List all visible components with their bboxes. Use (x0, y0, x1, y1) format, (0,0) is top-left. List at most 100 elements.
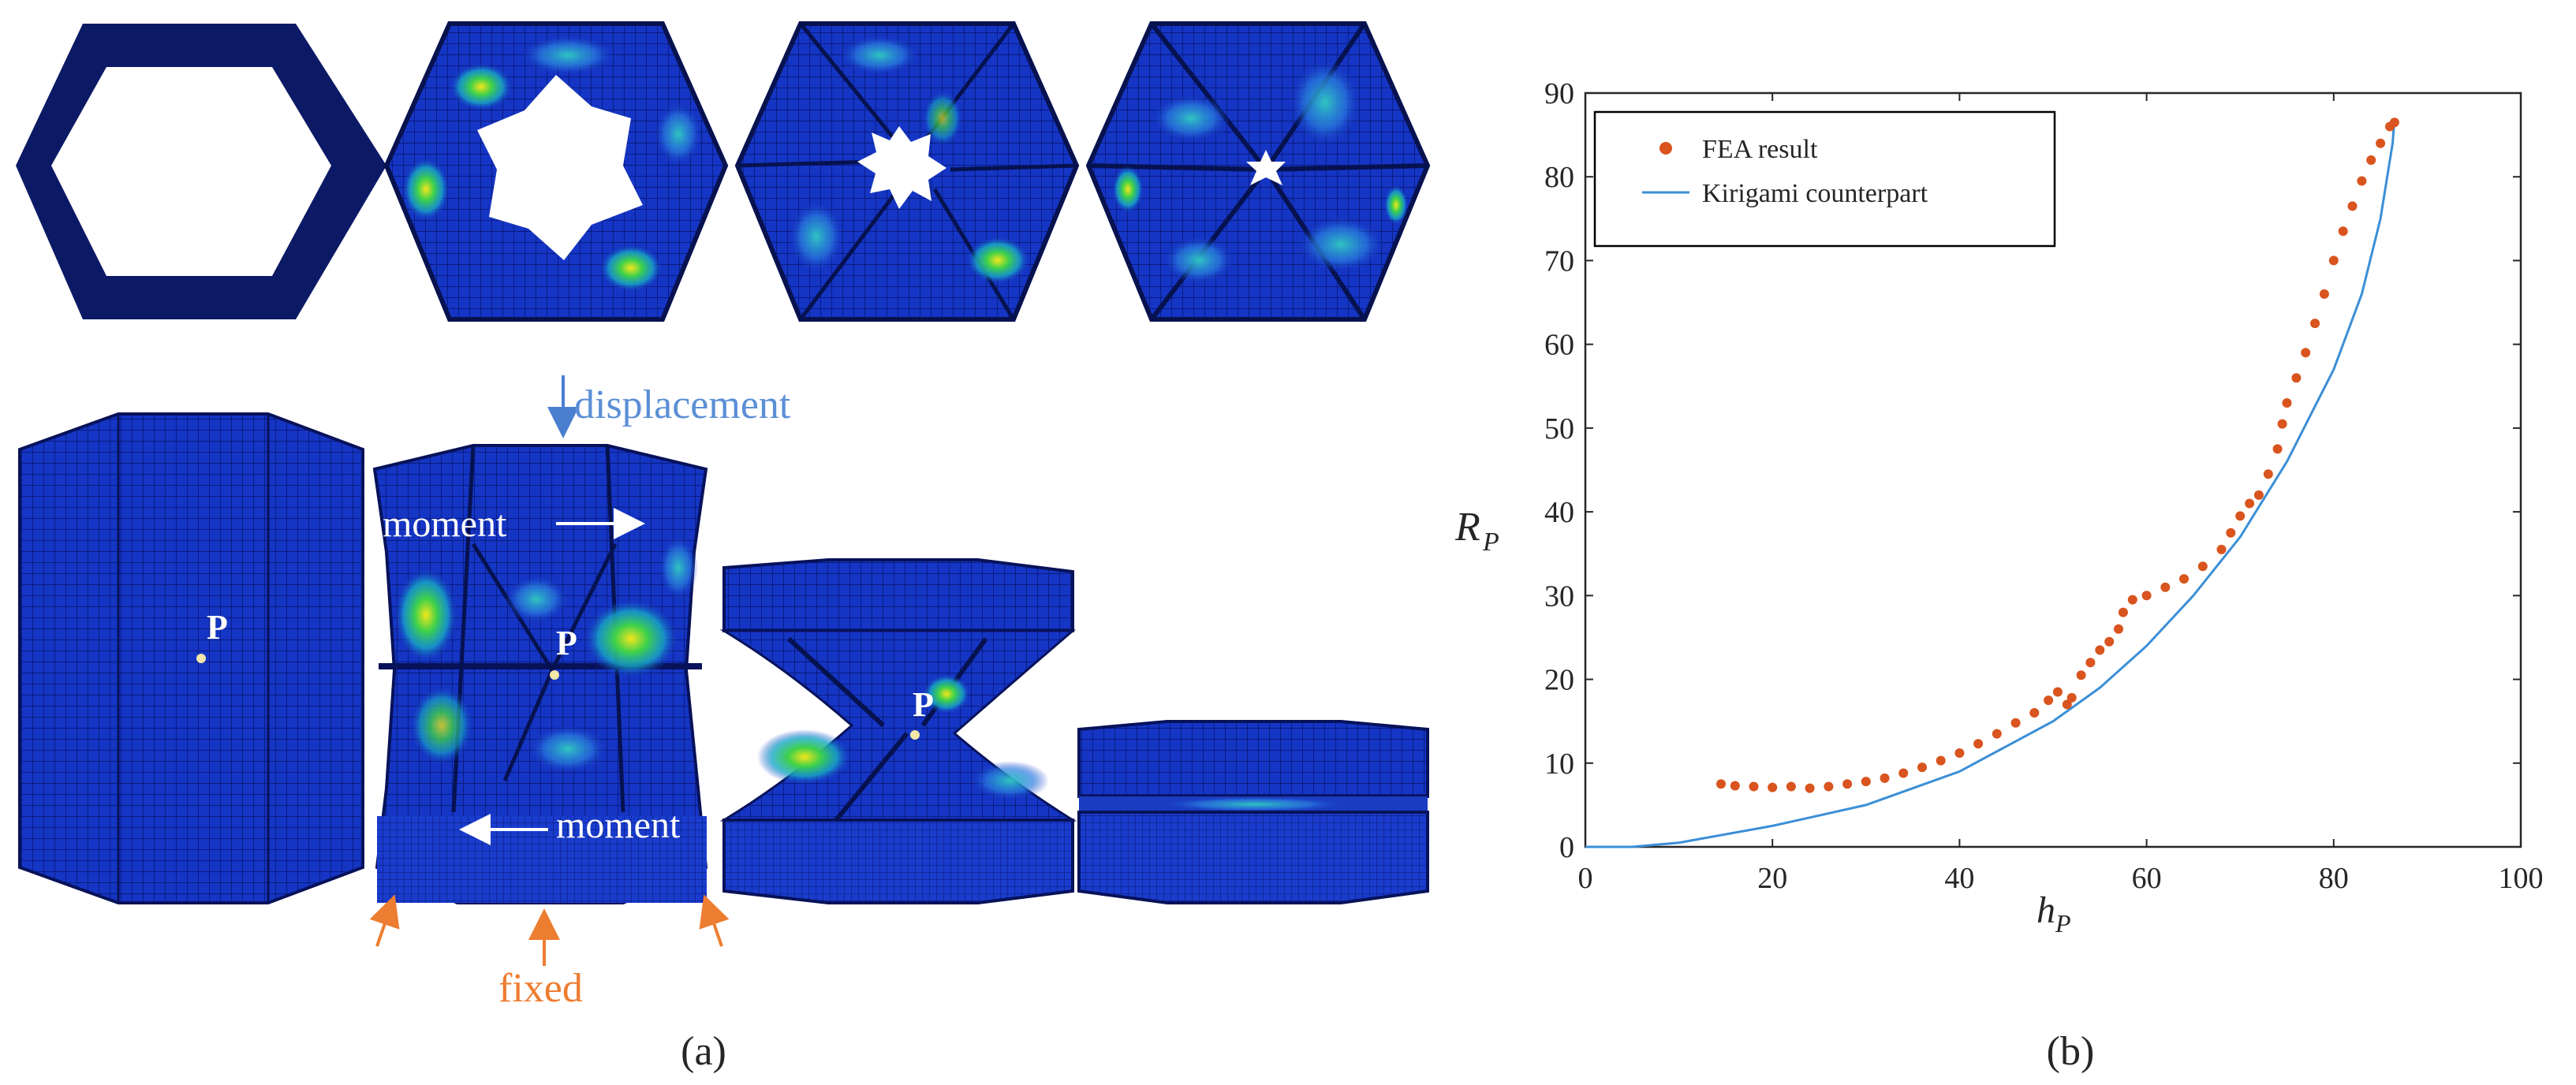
y-tick-label: 40 (1544, 496, 1574, 529)
fea-result-point (2347, 201, 2358, 211)
prism-partial: P (372, 444, 708, 904)
load-annotations: displacement moment moment fixed (369, 375, 791, 1011)
fea-result-point (2029, 708, 2040, 718)
fixed-label: fixed (498, 966, 583, 1011)
fea-result-point (2118, 607, 2128, 617)
prism-undeformed: P (18, 412, 364, 904)
fea-result-point (2253, 490, 2264, 500)
legend: FEA result Kirigami counterpart (1593, 110, 2056, 248)
x-tick-label: 20 (1757, 862, 1787, 895)
fea-result-point (1716, 779, 1726, 789)
fea-result-point (1786, 781, 1796, 792)
fea-result-point (2104, 636, 2115, 647)
fea-result-point (2052, 687, 2063, 697)
fea-result-point (1805, 783, 1815, 793)
x-tick-label: 100 (2499, 862, 2544, 895)
y-tick-label: 90 (1544, 77, 1574, 110)
fea-result-point (2179, 574, 2189, 584)
point-p-marker-1 (196, 654, 206, 663)
y-tick-label: 0 (1559, 831, 1574, 864)
chart-panel: 0 10 20 30 40 50 60 70 80 90 0 20 40 60 80 100 R P h P… (1454, 77, 2544, 1074)
hexagon-view-2 (383, 21, 729, 322)
fea-series (1716, 117, 2399, 793)
fea-result-point (2301, 348, 2311, 358)
hexagon-view-1 (16, 24, 386, 319)
y-axis-label-main: R (1454, 505, 1480, 550)
fixed-arrow-right (699, 894, 730, 947)
fea-result-point (1842, 779, 1853, 789)
hexagon-view-3 (734, 21, 1080, 322)
fea-result-point (1992, 729, 2002, 739)
legend-label-kirigami: Kirigami counterpart (1702, 179, 1928, 208)
y-tick-label: 30 (1544, 580, 1574, 613)
fea-result-point (2127, 595, 2137, 605)
fea-result-point (2226, 528, 2236, 538)
fea-result-point (2197, 561, 2208, 572)
fea-result-point (2282, 398, 2292, 408)
legend-label-fea: FEA result (1702, 135, 1818, 164)
fea-result-point (1730, 781, 1740, 791)
kirigami-counterpart-line (1585, 117, 2396, 848)
fea-result-point (2291, 373, 2302, 383)
fea-result-point (2338, 226, 2348, 237)
fea-result-point (2235, 511, 2246, 521)
point-p-label-1: P (207, 608, 228, 647)
y-tick-label: 80 (1544, 161, 1574, 194)
fea-result-point (2062, 699, 2072, 710)
fea-result-point (2272, 444, 2283, 454)
fea-result-point (2216, 544, 2227, 554)
point-p-label-3: P (913, 685, 934, 724)
fea-result-point (2376, 138, 2386, 148)
fea-result-point (2263, 469, 2273, 479)
y-axis-label-sub: P (1482, 528, 1499, 557)
fea-result-point (1898, 768, 1909, 778)
fea-result-point (1880, 773, 1890, 783)
x-tick-label: 80 (2319, 862, 2349, 895)
fea-result-point (2066, 692, 2077, 703)
caption-b: (b) (2047, 1029, 2095, 1074)
y-axis: 0 10 20 30 40 50 60 70 80 90 (1544, 77, 2521, 864)
kirigami-series (1585, 117, 2396, 848)
fea-result-point (1917, 762, 1927, 773)
fea-result-point (2095, 645, 2105, 655)
point-p-marker-2 (550, 670, 559, 680)
fea-result-point (1973, 739, 1984, 749)
x-axis-label-sub: P (2055, 909, 2071, 938)
fea-result-point (2389, 117, 2399, 128)
fea-result-point (1824, 781, 1834, 792)
moment-bottom-label: moment (556, 804, 681, 846)
x-tick-label: 40 (1944, 862, 1974, 895)
fea-result-point (2328, 255, 2339, 266)
fea-result-point (1954, 748, 1965, 758)
y-tick-label: 10 (1544, 748, 1574, 781)
fea-result-point (1861, 777, 1871, 787)
prism-folded: P (719, 558, 1077, 904)
fea-result-point (2277, 419, 2287, 429)
fea-result-point (2044, 695, 2054, 706)
y-tick-label: 70 (1544, 244, 1574, 278)
displacement-label: displacement (574, 382, 791, 427)
fea-result-point (2357, 176, 2367, 186)
point-p-label-2: P (556, 624, 577, 662)
fea-result-point (2141, 591, 2152, 601)
moment-top-label: moment (383, 503, 507, 545)
fea-result-point (1768, 782, 1778, 792)
simulation-panel: P P P (16, 21, 1431, 1074)
fea-result-point (2114, 624, 2123, 634)
hexagon-view-4 (1085, 21, 1431, 322)
legend-marker-fea (1659, 142, 1672, 155)
y-tick-label: 50 (1544, 412, 1574, 446)
y-tick-label: 20 (1544, 664, 1574, 697)
x-tick-label: 60 (2132, 862, 2162, 895)
x-axis: 0 20 40 60 80 100 (1578, 93, 2544, 895)
caption-a: (a) (681, 1029, 726, 1074)
y-tick-label: 60 (1544, 329, 1574, 362)
fea-result-point (2366, 155, 2376, 165)
point-p-marker-3 (910, 730, 920, 740)
fixed-arrow-left (369, 894, 400, 947)
x-axis-label-main: h (2037, 889, 2055, 931)
fea-result-point (2245, 498, 2255, 509)
legend-box (1593, 110, 2056, 248)
prism-flattened (1077, 720, 1429, 904)
